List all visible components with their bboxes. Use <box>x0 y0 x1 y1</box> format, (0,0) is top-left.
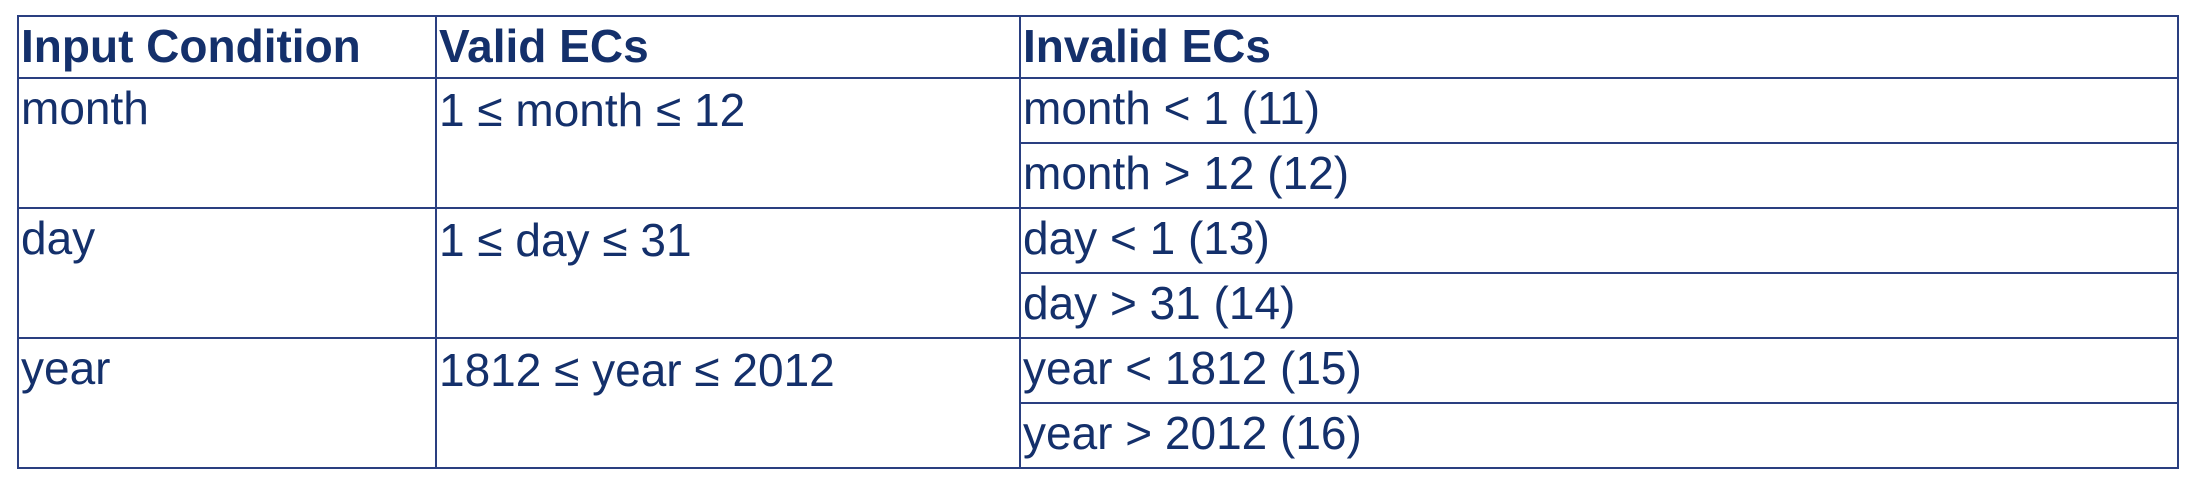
invalid-cell: year < 1812 (15) <box>1019 337 2179 404</box>
table-row: year 1812 ≤ year ≤ 2012 year < 1812 (15) <box>17 337 2179 469</box>
invalid-cell: month < 1 (11) <box>1019 77 2179 144</box>
invalid-cell: month > 12 (12) <box>1019 142 2179 209</box>
table-body: month 1 ≤ month ≤ 12 month < 1 (11) month >… <box>17 77 2179 469</box>
invalid-cell: day > 31 (14) <box>1019 272 2179 339</box>
table-row: year > 2012 (16) <box>18 402 2179 469</box>
valid-cell: 1 ≤ month ≤ 12 <box>435 77 1021 209</box>
invalid-cell: day < 1 (13) <box>1019 207 2179 274</box>
header-cell: Valid ECs <box>435 15 1021 79</box>
header-row: Input Condition Valid ECs Invalid ECs <box>17 15 2179 79</box>
condition-cell: day <box>17 207 437 339</box>
table-row: month 1 ≤ month ≤ 12 month < 1 (11) <box>17 77 2179 209</box>
table-row: day 1 ≤ day ≤ 31 day < 1 (13) <box>17 207 2179 339</box>
header-cell: Invalid ECs <box>1019 15 2179 79</box>
table-row: month > 12 (12) <box>18 142 2179 209</box>
valid-cell: 1 ≤ day ≤ 31 <box>435 207 1021 339</box>
invalid-cell: year > 2012 (16) <box>1019 402 2179 469</box>
valid-cell: 1812 ≤ year ≤ 2012 <box>435 337 1021 469</box>
condition-cell: year <box>17 337 437 469</box>
condition-cell: month <box>17 77 437 209</box>
ec-table: Input Condition Valid ECs Invalid ECs mo… <box>17 15 2179 469</box>
header-cell: Input Condition <box>17 15 437 79</box>
table-row: day > 31 (14) <box>18 272 2179 339</box>
